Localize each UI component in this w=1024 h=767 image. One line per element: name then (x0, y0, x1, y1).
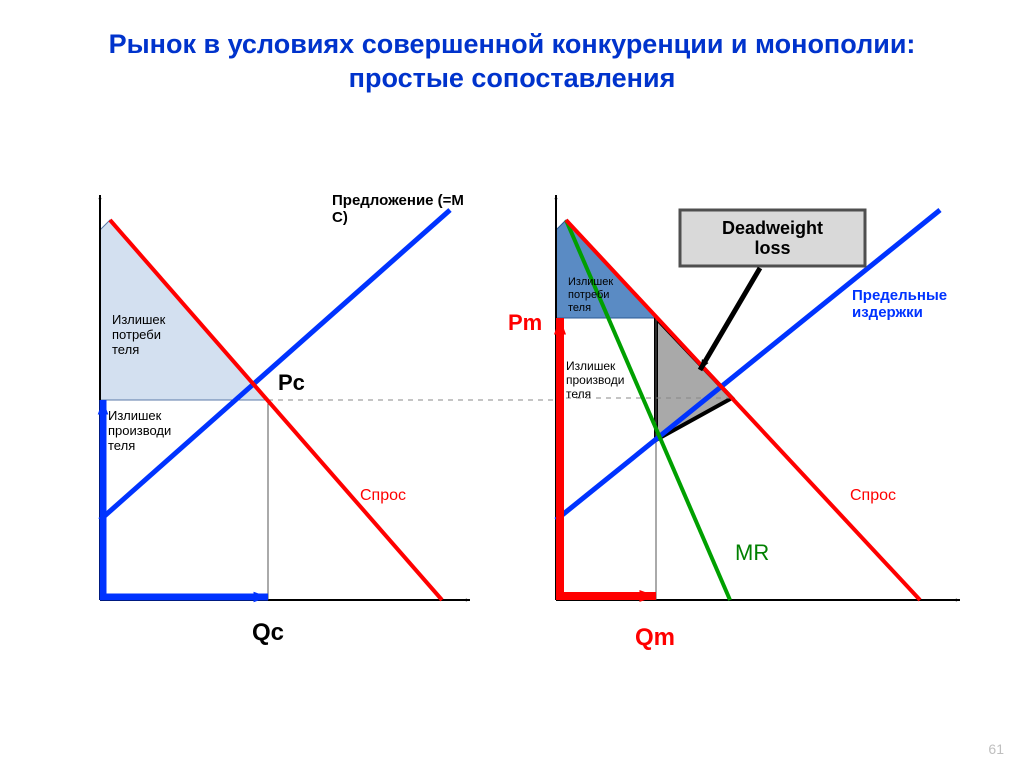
svg-text:Qm: Qm (635, 624, 675, 651)
economics-diagram: Предложение (=MC)СпросPcQcИзлишекпотреби… (0, 60, 1024, 760)
svg-text:теля: теля (108, 438, 135, 453)
svg-text:MR: MR (735, 540, 769, 565)
svg-text:Pc: Pc (278, 370, 305, 395)
svg-text:Спрос: Спрос (850, 487, 896, 504)
svg-text:издержки: издержки (852, 304, 923, 321)
svg-text:C): C) (332, 209, 348, 226)
svg-text:теля: теля (566, 387, 591, 401)
svg-text:потреби: потреби (112, 327, 161, 342)
svg-text:Излишек: Излишек (112, 312, 166, 327)
svg-text:потреби: потреби (568, 289, 609, 301)
svg-text:Deadweight: Deadweight (722, 218, 823, 238)
svg-text:теля: теля (112, 342, 139, 357)
svg-text:производи: производи (108, 423, 171, 438)
svg-text:Излишек: Излишек (566, 359, 616, 373)
svg-text:теля: теля (568, 302, 591, 314)
svg-text:производи: производи (566, 373, 624, 387)
svg-text:Qc: Qc (252, 619, 284, 646)
svg-text:Предельные: Предельные (852, 287, 947, 304)
svg-text:Pm: Pm (508, 310, 542, 335)
svg-text:Излишек: Излишек (108, 408, 162, 423)
slide-number: 61 (988, 741, 1004, 757)
svg-text:Предложение (=M: Предложение (=M (332, 192, 464, 209)
svg-text:Излишек: Излишек (568, 276, 613, 288)
svg-text:loss: loss (754, 238, 790, 258)
svg-text:Спрос: Спрос (360, 487, 406, 504)
